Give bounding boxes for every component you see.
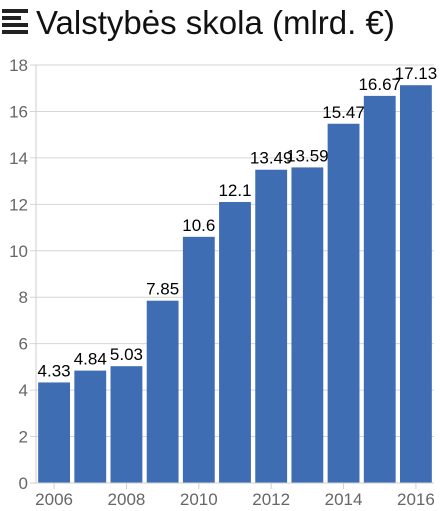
y-tick-label: 4 [19,381,28,400]
x-tick-label: 2010 [180,490,218,509]
data-label: 4.84 [74,350,107,369]
x-tick-label: 2014 [325,490,363,509]
bar [38,382,71,483]
bar [219,202,251,483]
y-tick-label: 6 [19,335,28,354]
data-label: 12.1 [218,181,251,200]
bar [327,123,360,483]
y-tick-label: 12 [9,195,28,214]
x-tick-label: 2016 [397,490,435,509]
y-tick-label: 8 [19,288,28,307]
menu-icon[interactable] [2,9,28,35]
data-label: 13.59 [286,146,329,165]
bar [255,169,288,483]
y-tick-label: 10 [9,242,28,261]
data-label: 4.33 [38,361,71,380]
chart-header: Valstybės skola (mlrd. €) [0,0,440,48]
data-label: 17.13 [395,64,438,83]
data-label: 16.67 [358,75,401,94]
bar [291,167,324,483]
data-label: 10.6 [182,216,215,235]
y-tick-label: 16 [9,102,28,121]
bar [399,85,432,483]
x-tick-label: 2006 [35,490,73,509]
bar [363,95,396,483]
bar [74,370,107,483]
y-tick-label: 18 [9,56,28,75]
bar [146,300,179,483]
bar [182,236,215,483]
data-label: 7.85 [146,280,179,299]
y-tick-label: 0 [19,474,28,493]
y-tick-label: 14 [9,149,28,168]
data-label: 15.47 [322,103,365,122]
x-tick-label: 2012 [252,490,290,509]
y-tick-label: 2 [19,428,28,447]
bar [110,366,143,483]
data-label: 5.03 [110,345,143,364]
x-tick-label: 2008 [108,490,146,509]
chart-title: Valstybės skola (mlrd. €) [36,4,395,41]
data-label: 13.49 [250,149,293,168]
